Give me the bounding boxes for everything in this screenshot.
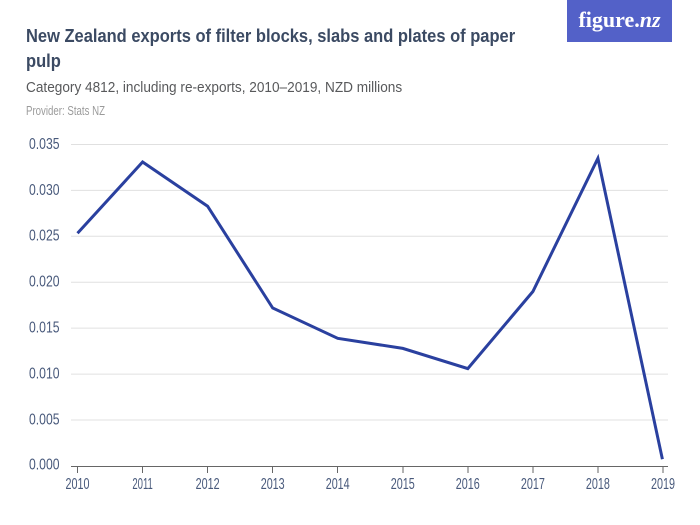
svg-text:2011: 2011 — [132, 476, 153, 493]
svg-text:0.010: 0.010 — [29, 366, 60, 383]
svg-text:2012: 2012 — [196, 476, 220, 493]
svg-text:0.030: 0.030 — [29, 182, 60, 199]
svg-text:0.005: 0.005 — [29, 411, 60, 428]
svg-text:0.025: 0.025 — [29, 228, 60, 245]
svg-text:0.020: 0.020 — [29, 274, 60, 291]
svg-text:2010: 2010 — [66, 476, 90, 493]
svg-text:2015: 2015 — [391, 476, 415, 493]
svg-text:2016: 2016 — [456, 476, 480, 493]
svg-text:0.015: 0.015 — [29, 320, 60, 337]
svg-text:2019: 2019 — [651, 476, 675, 493]
svg-text:2018: 2018 — [586, 476, 610, 493]
svg-text:0.000: 0.000 — [29, 456, 60, 473]
svg-text:2017: 2017 — [521, 476, 545, 493]
svg-text:0.035: 0.035 — [29, 136, 60, 153]
svg-text:2014: 2014 — [326, 476, 350, 493]
svg-text:2013: 2013 — [261, 476, 285, 493]
